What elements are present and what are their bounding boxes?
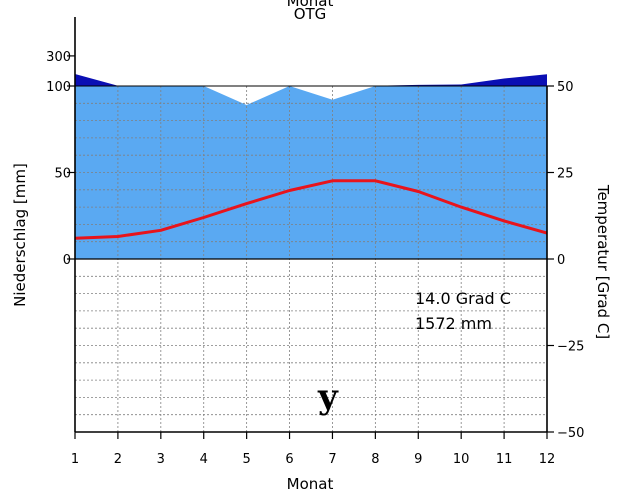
x-tick-label: 12 <box>539 452 556 467</box>
right-tick-label: 0 <box>557 253 565 268</box>
temperature-average: 14.0 Grad C <box>415 289 511 308</box>
x-tick-label: 5 <box>242 452 250 467</box>
x-tick-label: 6 <box>285 452 293 467</box>
left-tick-label: 0 <box>63 253 71 268</box>
temperature-line <box>74 179 548 240</box>
left-tick-label: 300 <box>46 50 71 65</box>
x-tick-label: 2 <box>114 452 122 467</box>
precipitation-dip-area <box>75 86 547 105</box>
left-axis-title: Niederschlag [mm] <box>11 163 29 307</box>
top-month-label: Monat <box>287 0 334 10</box>
precipitation-total: 1572 mm <box>415 314 492 333</box>
x-tick-label: 1 <box>71 452 79 467</box>
perhumid-area <box>75 74 547 86</box>
right-tick-label: −25 <box>557 340 584 355</box>
right-axis-title: Temperatur [Grad C] <box>594 184 612 339</box>
right-tick-label: 25 <box>557 167 574 182</box>
x-tick-label: 7 <box>328 452 336 467</box>
left-tick-label: 50 <box>54 167 71 182</box>
x-tick-label: 8 <box>371 452 379 467</box>
right-tick-label: 50 <box>557 80 574 95</box>
diagram-title-partial: OTG <box>294 5 327 23</box>
x-tick-label: 9 <box>414 452 422 467</box>
x-tick-label: 3 <box>157 452 165 467</box>
plot-axes <box>67 17 554 439</box>
x-tick-label: 4 <box>200 452 208 467</box>
plot-lines <box>74 179 548 240</box>
left-tick-label: 100 <box>46 80 71 95</box>
x-tick-label: 11 <box>496 452 513 467</box>
x-tick-label: 10 <box>453 452 470 467</box>
right-tick-label: −50 <box>557 426 584 441</box>
x-axis-title: Monat <box>287 475 334 493</box>
climate-badge: y <box>317 377 339 417</box>
